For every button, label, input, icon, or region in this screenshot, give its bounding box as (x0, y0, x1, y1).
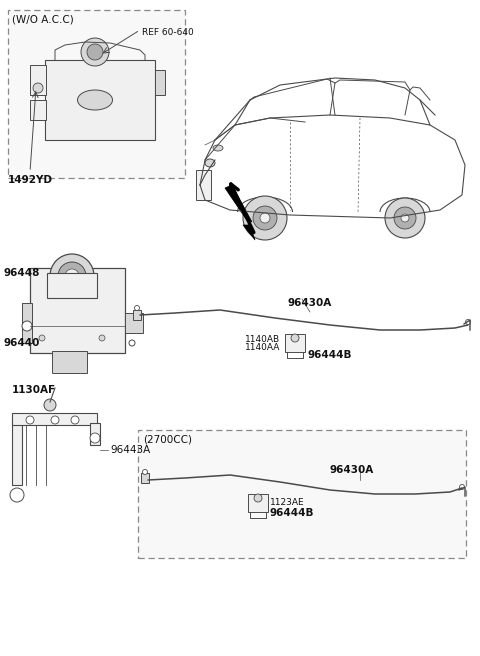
Circle shape (99, 335, 105, 341)
Ellipse shape (213, 145, 223, 151)
Circle shape (26, 416, 34, 424)
Text: 1140AB: 1140AB (245, 335, 280, 344)
Circle shape (65, 269, 79, 283)
Bar (196, 170, 211, 200)
Text: 1123AE: 1123AE (270, 498, 305, 507)
Bar (30, 268, 125, 353)
Circle shape (87, 44, 103, 60)
Ellipse shape (205, 159, 215, 167)
Circle shape (459, 485, 465, 489)
Bar (285, 334, 305, 352)
FancyBboxPatch shape (45, 60, 155, 140)
Circle shape (254, 494, 262, 502)
Circle shape (71, 416, 79, 424)
Text: 1140AA: 1140AA (245, 343, 280, 352)
Bar (30, 65, 46, 95)
Text: 96444B: 96444B (270, 508, 314, 518)
Polygon shape (225, 185, 255, 240)
Ellipse shape (77, 90, 112, 110)
Circle shape (44, 399, 56, 411)
Circle shape (51, 416, 59, 424)
Bar (12, 413, 97, 425)
Circle shape (394, 207, 416, 229)
Bar (22, 303, 32, 343)
Circle shape (129, 340, 135, 346)
Text: 96448: 96448 (4, 268, 40, 278)
Bar (155, 70, 165, 95)
Text: REF 60-640: REF 60-640 (142, 28, 194, 37)
Bar (8, 10, 185, 178)
Bar (52, 351, 87, 373)
Text: 96430A: 96430A (288, 298, 332, 308)
Text: 96443A: 96443A (110, 445, 150, 455)
Circle shape (291, 334, 299, 342)
Text: 1492YD: 1492YD (8, 175, 53, 185)
Circle shape (81, 38, 109, 66)
Bar (47, 273, 97, 298)
Bar (138, 430, 466, 558)
Circle shape (90, 433, 100, 443)
Text: 96440: 96440 (4, 338, 40, 348)
Bar (125, 313, 143, 333)
Circle shape (10, 488, 24, 502)
Circle shape (39, 335, 45, 341)
Text: (W/O A.C.C): (W/O A.C.C) (12, 14, 74, 24)
Bar (90, 423, 100, 445)
Circle shape (253, 206, 277, 230)
Circle shape (243, 196, 287, 240)
Bar (133, 310, 141, 320)
Circle shape (260, 213, 270, 223)
Circle shape (22, 321, 32, 331)
Circle shape (401, 214, 409, 222)
Text: 1130AF: 1130AF (12, 385, 56, 395)
Circle shape (50, 254, 94, 298)
Circle shape (466, 319, 470, 325)
Bar (248, 494, 268, 512)
Circle shape (385, 198, 425, 238)
Circle shape (58, 262, 86, 290)
Bar (141, 473, 149, 483)
Bar (30, 100, 46, 120)
Circle shape (143, 470, 147, 474)
Circle shape (134, 306, 140, 310)
Circle shape (33, 83, 43, 93)
Bar (12, 420, 22, 485)
Text: 96444B: 96444B (307, 350, 351, 360)
Text: (2700CC): (2700CC) (143, 434, 192, 444)
Text: 96430A: 96430A (330, 465, 374, 475)
